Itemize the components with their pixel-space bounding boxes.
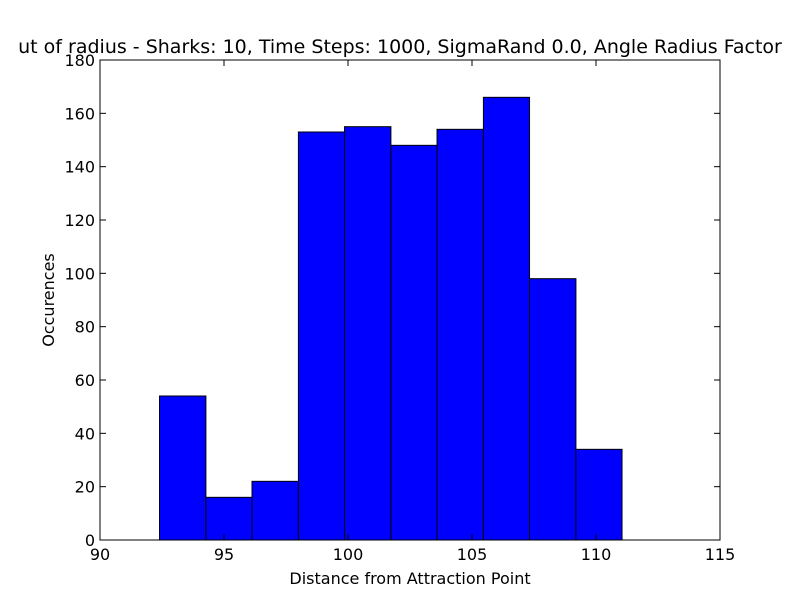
chart-title: ut of radius - Sharks: 10, Time Steps: 1… <box>18 36 782 58</box>
histogram-bar <box>251 480 299 541</box>
histogram-bar <box>390 144 438 541</box>
histogram-bar <box>436 128 484 541</box>
y-tick-label: 0 <box>85 531 95 550</box>
histogram-bar <box>159 395 207 541</box>
y-tick-label: 160 <box>64 104 95 123</box>
histogram-bar <box>575 448 623 541</box>
y-tick-label: 100 <box>64 264 95 283</box>
y-axis-ticks: 0 20 40 60 80 100 120 140 160 180 <box>64 51 720 550</box>
histogram-bar <box>297 131 346 541</box>
x-tick-label: 105 <box>457 545 488 564</box>
y-tick-label: 40 <box>75 424 95 443</box>
y-axis-label: Occurences <box>39 253 58 347</box>
x-tick-label: 95 <box>214 545 234 564</box>
histogram-bar <box>482 96 531 541</box>
y-tick-label: 140 <box>64 158 95 177</box>
plot-frame <box>99 59 721 541</box>
y-tick-label: 60 <box>75 371 95 390</box>
x-tick-label: 100 <box>333 545 364 564</box>
bars-group <box>159 96 623 541</box>
x-tick-label: 110 <box>581 545 612 564</box>
x-axis-ticks: 90 95 100 105 110 115 <box>90 60 735 564</box>
x-tick-label: 115 <box>705 545 736 564</box>
x-tick-label: 90 <box>90 545 110 564</box>
y-tick-label: 180 <box>64 51 95 70</box>
histogram-bar <box>205 496 253 541</box>
x-axis-label: Distance from Attraction Point <box>289 569 530 588</box>
histogram-bar <box>344 126 392 541</box>
y-tick-label: 20 <box>75 478 95 497</box>
y-tick-label: 120 <box>64 211 95 230</box>
histogram-bar <box>529 278 577 541</box>
y-tick-label: 80 <box>75 318 95 337</box>
